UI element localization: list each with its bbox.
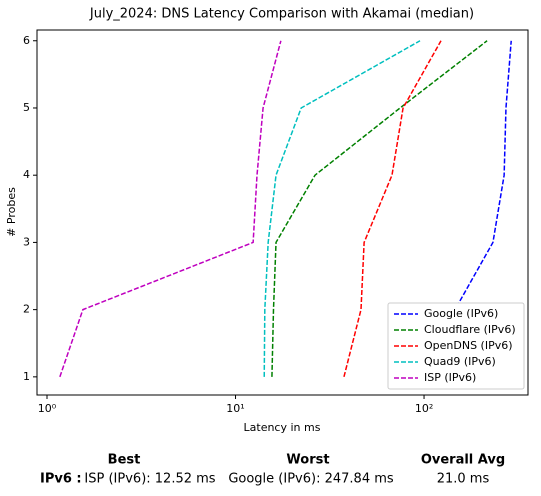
x-axis-label: Latency in ms (244, 421, 321, 434)
series-line (271, 40, 488, 377)
plot-frame (36, 29, 529, 396)
y-tick-label: 2 (23, 303, 30, 316)
y-tick-label: 3 (23, 235, 30, 248)
series-line (343, 40, 442, 378)
table-header: Worst (286, 453, 329, 468)
y-axis-label: # Probes (5, 187, 18, 237)
series-line (423, 40, 512, 378)
table-header: Overall Avg (421, 453, 505, 468)
legend-label: Cloudflare (IPv6) (424, 323, 516, 336)
x-tick-label: 10⁰ (38, 402, 57, 415)
y-tick-label: 6 (23, 34, 30, 47)
table-row-label: IPv6 : (40, 472, 82, 487)
y-tick-label: 5 (23, 101, 30, 114)
legend-label: OpenDNS (IPv6) (424, 339, 513, 352)
series-line (59, 40, 282, 378)
table-cell: 21.0 ms (437, 472, 490, 487)
table-cell: ISP (IPv6): 12.52 ms (84, 472, 215, 487)
legend-label: Google (IPv6) (424, 307, 498, 320)
table-cell: Google (IPv6): 247.84 ms (228, 472, 394, 487)
legend-label: Quad9 (IPv6) (424, 355, 496, 368)
y-tick-label: 1 (23, 370, 30, 383)
table-header: Best (108, 453, 141, 468)
y-tick-label: 4 (23, 168, 30, 181)
chart-title: July_2024: DNS Latency Comparison with A… (89, 7, 474, 22)
x-tick-label: 10² (415, 402, 433, 415)
series-line (263, 40, 421, 377)
legend-label: ISP (IPv6) (424, 371, 476, 384)
legend-box (387, 302, 525, 390)
x-tick-label: 10¹ (226, 402, 244, 415)
